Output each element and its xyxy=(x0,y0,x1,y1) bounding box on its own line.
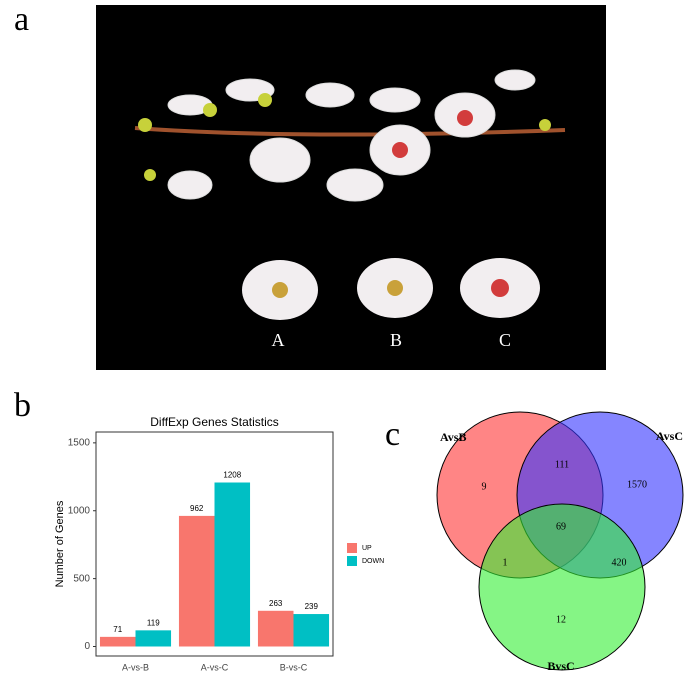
value-label: 71 xyxy=(113,625,122,634)
panel-label: b xyxy=(14,387,31,424)
legend-swatch xyxy=(347,556,357,566)
value-label: 119 xyxy=(147,618,160,627)
flower-branch xyxy=(134,69,566,202)
x-tick-label: A-vs-C xyxy=(201,662,229,672)
region-count: 111 xyxy=(555,459,569,470)
legend-label: UP xyxy=(362,545,372,552)
photo-label: A xyxy=(272,330,285,350)
region-count: 420 xyxy=(612,557,627,568)
panel-label: a xyxy=(14,1,29,38)
x-tick-label: B-vs-C xyxy=(280,662,308,672)
y-tick-label: 1500 xyxy=(68,438,91,449)
value-label: 263 xyxy=(269,599,283,608)
legend-swatch xyxy=(347,543,357,553)
region-count: 12 xyxy=(556,614,566,625)
value-label: 962 xyxy=(190,504,204,513)
set-label: AvsC xyxy=(656,429,683,443)
set-label: AvsB xyxy=(440,430,466,444)
y-tick-label: 500 xyxy=(73,573,90,584)
plot-frame xyxy=(95,431,334,657)
bar xyxy=(214,482,251,647)
y-axis-label: Number of Genes xyxy=(54,500,66,587)
region-count: 1 xyxy=(503,557,508,568)
venn-set xyxy=(478,503,646,671)
set-label: BvsC xyxy=(547,659,574,673)
photo-label: B xyxy=(390,330,402,350)
flower-samples xyxy=(242,258,540,320)
panel-label: c xyxy=(385,416,400,453)
y-tick-label: 1000 xyxy=(68,505,91,516)
value-label: 239 xyxy=(305,602,319,611)
bar xyxy=(178,515,215,647)
bar xyxy=(257,610,294,647)
x-tick-label: A-vs-B xyxy=(122,662,149,672)
chart-title: DiffExp Genes Statistics xyxy=(150,415,279,429)
value-label: 1208 xyxy=(223,471,241,480)
bar xyxy=(293,614,330,647)
region-count: 69 xyxy=(556,521,566,532)
bar xyxy=(135,630,172,647)
legend-label: DOWN xyxy=(362,558,384,565)
region-count: 9 xyxy=(482,481,487,492)
bar xyxy=(99,636,136,647)
photo-label: C xyxy=(499,330,511,350)
y-tick-label: 0 xyxy=(84,641,90,652)
region-count: 1570 xyxy=(627,479,647,490)
